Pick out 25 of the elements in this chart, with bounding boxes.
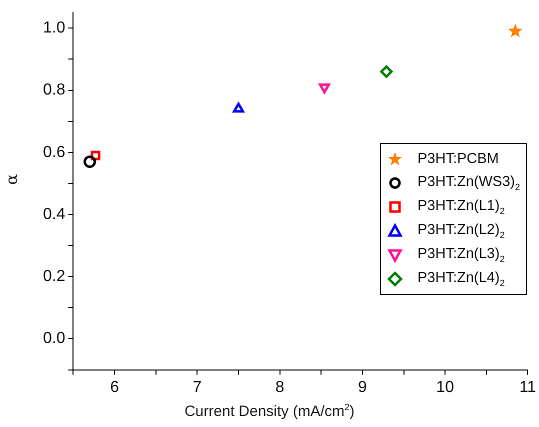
point [232, 102, 244, 113]
y-tick-label: 0.2 [42, 268, 66, 286]
x-tick-label: 7 [192, 378, 202, 396]
y-tick-label: 0.8 [42, 82, 66, 99]
y-tick-label: 0.4 [42, 206, 66, 223]
x-axis-title: Current Density (mA/cm$^{2}$) [183, 402, 356, 420]
y-tick-label: 0.6 [42, 144, 66, 161]
x-tick-label: 10 [436, 378, 454, 396]
legend-label: P3HT:Zn(L4)$_{2}$ [417, 270, 505, 288]
point [318, 83, 330, 94]
legend-label: P3HT:Zn(L3)$_{2}$ [417, 246, 505, 264]
point [380, 65, 393, 78]
point [508, 24, 522, 38]
point [84, 155, 96, 168]
x-tick-label: 8 [275, 378, 284, 396]
legend-label: P3HT:Zn(WS3)$_{2}$ [417, 174, 520, 192]
y-tick-label: 0.0 [42, 330, 66, 348]
legend-label: P3HT:PCBM [417, 151, 499, 167]
x-tick-label: 11 [519, 378, 536, 396]
x-tick-label: 6 [110, 378, 120, 396]
x-tick-label: 9 [358, 378, 367, 396]
legend-label: P3HT:Zn(L1)$_{2}$ [417, 198, 505, 216]
y-tick-label: 1.0 [42, 20, 66, 37]
y-axis-title: α [2, 174, 21, 185]
legend-label: P3HT:Zn(L2)$_{2}$ [417, 222, 505, 240]
